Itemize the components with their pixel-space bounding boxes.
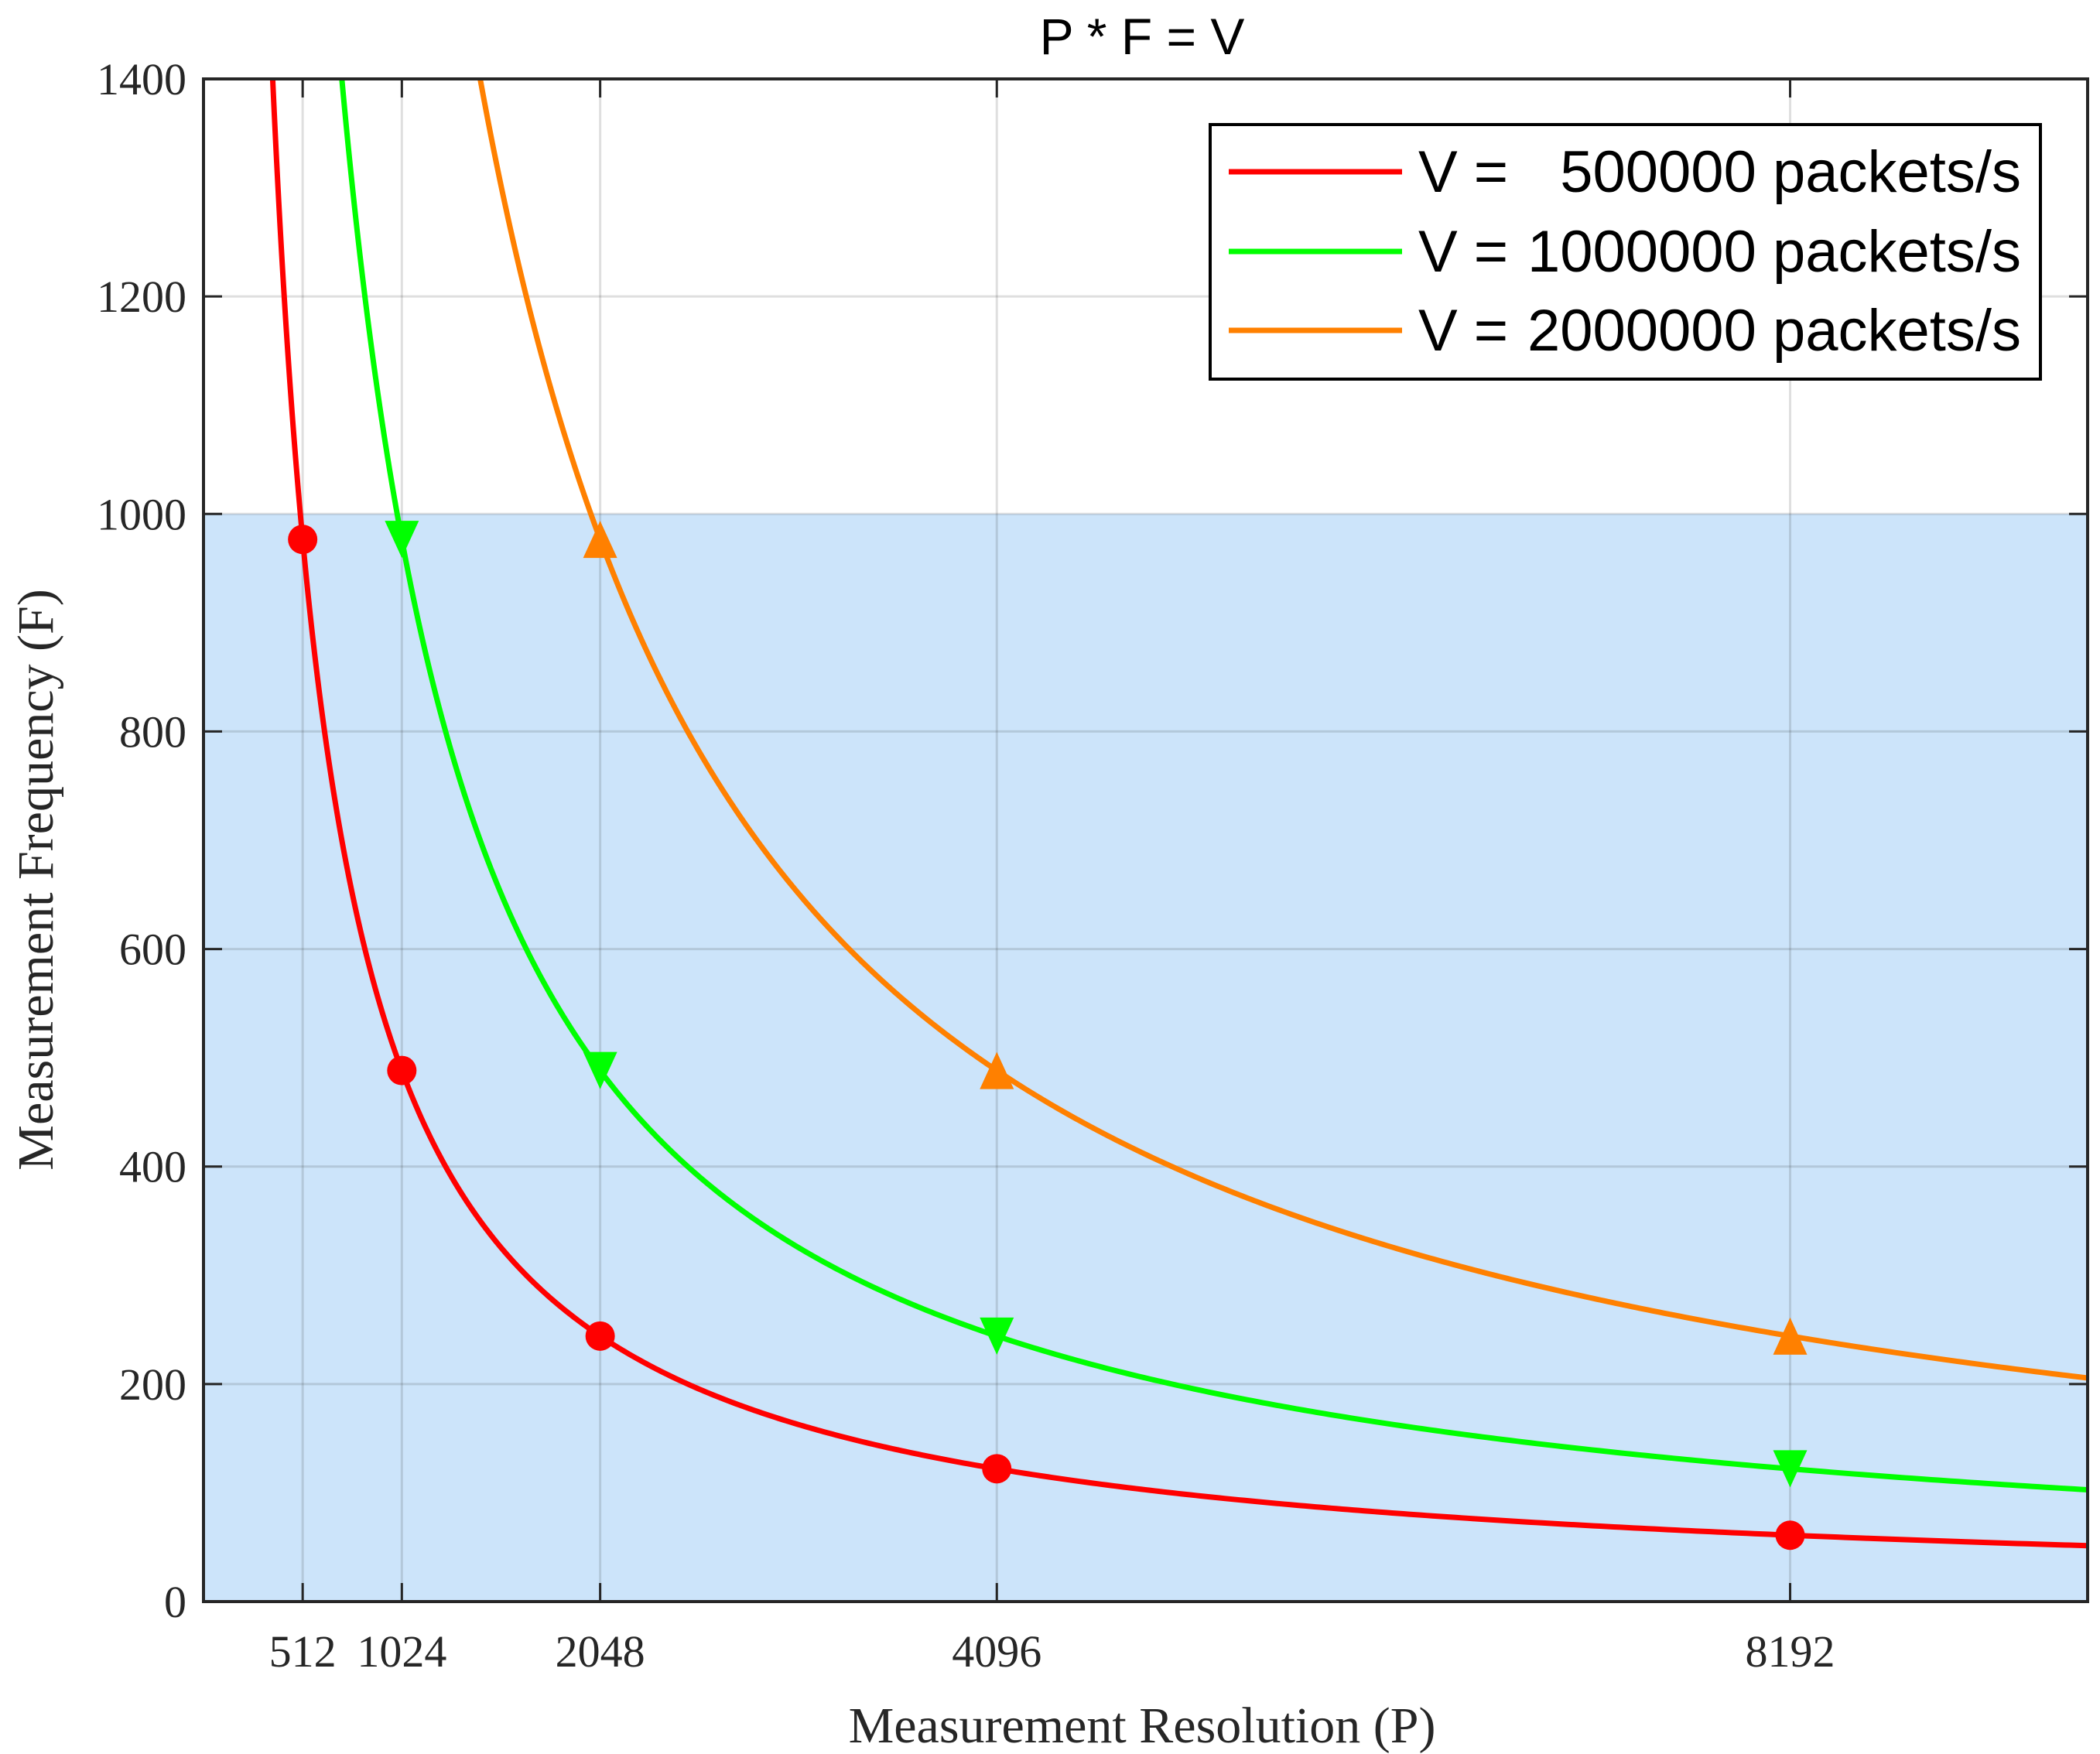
series-2-point — [385, 521, 419, 559]
x-tick-label: 4096 — [952, 1626, 1041, 1677]
x-tick-label: 512 — [269, 1626, 337, 1677]
legend-prefix-2: V = — [1418, 219, 1508, 285]
series-2-point — [583, 1051, 617, 1089]
y-tick-label: 200 — [119, 1359, 186, 1410]
y-tick-label: 600 — [119, 925, 186, 975]
series-3-point — [980, 1051, 1014, 1089]
tick-labels: 512 1024 2048 4096 8192 0 200 400 600 800 1000 1200… — [97, 54, 1835, 1677]
legend-value-3: 2000000 packets/s — [1527, 298, 2021, 364]
legend-prefix-3: V = — [1418, 298, 1508, 364]
axes-box — [202, 77, 2089, 1603]
y-axis-label: Measurement Frequency (F) — [8, 589, 64, 1170]
series-line-2 — [339, 79, 2088, 1492]
legend-prefix-1: V = — [1418, 139, 1508, 205]
y-tick-label: 400 — [119, 1142, 186, 1192]
legend-value-1: 500000 packets/s — [1560, 139, 2021, 205]
legend: V = 500000 packets/s V = 1000000 packets… — [1209, 123, 2042, 381]
ticks — [204, 77, 2088, 1603]
y-tick-label: 1400 — [97, 54, 186, 104]
y-tick-label: 1200 — [97, 272, 186, 322]
y-tick-label: 0 — [164, 1577, 186, 1627]
series-1-point — [288, 525, 318, 555]
legend-entry-1: V = 500000 packets/s — [1229, 139, 2021, 205]
legend-entry-2: V = 1000000 packets/s — [1229, 219, 2021, 285]
series-line-3 — [477, 79, 2088, 1381]
series-3-point — [583, 521, 617, 559]
series-2-point — [1773, 1450, 1808, 1488]
series-line-1 — [269, 79, 2088, 1549]
x-tick-label: 2048 — [556, 1626, 645, 1677]
series-3-point — [1773, 1317, 1808, 1355]
series-1-point — [585, 1321, 615, 1351]
y-tick-label: 1000 — [97, 489, 186, 539]
series-1-point — [1775, 1520, 1805, 1551]
series-2-point — [980, 1317, 1014, 1355]
chart-title: P * F = V — [1040, 8, 1245, 65]
series-1-point — [982, 1454, 1012, 1484]
x-tick-label: 1024 — [357, 1626, 446, 1677]
plot-area — [202, 77, 2089, 1603]
legend-entry-3: V = 2000000 packets/s — [1229, 298, 2021, 364]
markers — [288, 521, 1808, 1551]
curves — [269, 79, 2088, 1549]
legend-value-2: 1000000 packets/s — [1527, 219, 2021, 285]
x-axis-label: Measurement Resolution (P) — [849, 1698, 1436, 1754]
shaded-region — [204, 514, 2088, 1602]
x-tick-label: 8192 — [1746, 1626, 1835, 1677]
series-1-point — [387, 1055, 417, 1086]
y-tick-label: 800 — [119, 706, 186, 757]
